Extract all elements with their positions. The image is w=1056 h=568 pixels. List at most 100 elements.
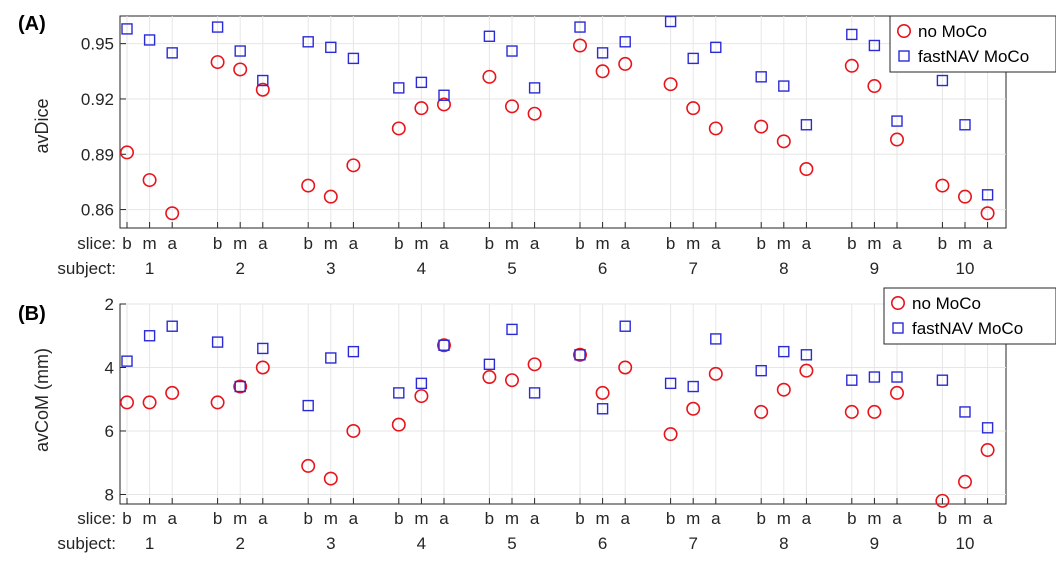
x-tick-label-slice: b (938, 509, 947, 528)
point-fastnav-moco (166, 47, 178, 59)
x-tick-label-slice: m (867, 509, 881, 528)
panel-b-legend: no MoCo fastNAV MoCo (883, 287, 1056, 345)
point-no-moco (346, 423, 361, 438)
point-no-moco (844, 404, 859, 419)
x-tick-label-subject: 1 (145, 534, 154, 553)
point-no-moco (980, 206, 995, 221)
x-tick-label-slice: a (439, 509, 449, 528)
point-no-moco (346, 158, 361, 173)
point-fastnav-moco (936, 74, 949, 87)
point-no-moco (935, 493, 950, 508)
x-tick-label-slice: m (777, 234, 791, 253)
point-fastnav-moco (257, 74, 269, 87)
point-fastnav-moco (574, 349, 586, 361)
x-tick-label-subject: 3 (326, 534, 335, 553)
x-tick-label-subject: 1 (145, 259, 154, 278)
point-no-moco (776, 382, 791, 397)
point-no-moco (686, 401, 701, 416)
point-fastnav-moco (528, 82, 541, 94)
x-tick-label-slice: a (711, 509, 721, 528)
panel-a-y-axis-label: avDice (32, 98, 52, 153)
point-fastnav-moco (710, 333, 722, 345)
legend-marker-no-moco (896, 23, 911, 38)
x-tick-label-slice: m (686, 509, 700, 528)
legend-marker-no-moco (890, 295, 905, 310)
point-no-moco (867, 79, 882, 94)
point-fastnav-moco (302, 36, 314, 48)
x-tick-label-slice: m (777, 509, 791, 528)
panel-b-grid (120, 303, 1006, 504)
panel-a-data-points (120, 15, 995, 221)
point-fastnav-moco (596, 403, 609, 415)
panel-a-label: (A) (18, 13, 46, 35)
point-fastnav-moco (981, 189, 994, 201)
point-no-moco (844, 58, 859, 73)
point-no-moco (889, 132, 904, 147)
point-no-moco (504, 373, 519, 388)
y-tick-label: 4 (105, 358, 114, 377)
point-no-moco (391, 121, 406, 136)
point-no-moco (754, 119, 769, 134)
y-tick-label: 0.95 (81, 35, 114, 54)
panel-b-data-points (120, 320, 995, 508)
x-tick-label-slice: a (530, 509, 540, 528)
point-no-moco (957, 189, 972, 204)
point-no-moco (980, 443, 995, 458)
point-fastnav-moco (121, 355, 133, 367)
point-no-moco (686, 101, 701, 116)
x-tick-label-slice: m (505, 509, 519, 528)
x-tick-label-slice: a (530, 234, 540, 253)
point-fastnav-moco (483, 30, 496, 42)
x-tick-label-slice: b (122, 509, 131, 528)
point-fastnav-moco (619, 320, 631, 332)
point-no-moco (482, 69, 497, 84)
x-tick-label-subject: 3 (326, 259, 335, 278)
point-fastnav-moco (574, 21, 586, 33)
x-tick-label-subject: 4 (417, 259, 426, 278)
point-fastnav-moco (755, 364, 767, 377)
point-no-moco (142, 395, 157, 410)
point-no-moco (120, 395, 135, 410)
point-fastnav-moco (234, 380, 246, 393)
x-row-label-subject: subject: (57, 259, 116, 278)
x-tick-label-slice: a (802, 234, 812, 253)
x-tick-label-slice: a (349, 234, 359, 253)
point-fastnav-moco (393, 82, 405, 94)
x-tick-label-slice: a (983, 509, 993, 528)
point-fastnav-moco (959, 406, 971, 418)
point-fastnav-moco (891, 371, 903, 383)
x-tick-label-slice: a (802, 509, 812, 528)
point-fastnav-moco (325, 41, 337, 54)
legend-box (889, 15, 1056, 73)
point-fastnav-moco (800, 349, 813, 361)
point-fastnav-moco (846, 28, 858, 41)
point-no-moco (663, 77, 678, 92)
point-fastnav-moco (347, 52, 360, 65)
x-tick-label-slice: a (439, 234, 449, 253)
x-tick-label-slice: m (867, 234, 881, 253)
panel-b-plot-frame (119, 303, 1007, 505)
point-fastnav-moco (415, 76, 428, 89)
x-tick-label-slice: a (892, 234, 902, 253)
x-tick-label-slice: m (414, 234, 428, 253)
x-row-label-slice: slice: (77, 509, 116, 528)
x-tick-label-slice: m (686, 234, 700, 253)
x-tick-label-slice: b (213, 509, 222, 528)
x-row-label-slice: slice: (77, 234, 116, 253)
x-tick-label-slice: m (505, 234, 519, 253)
point-no-moco (301, 458, 316, 473)
x-tick-label-slice: b (485, 509, 494, 528)
panel-a-grid (120, 16, 1006, 228)
x-tick-label-slice: m (233, 509, 247, 528)
x-tick-label-slice: m (958, 234, 972, 253)
point-no-moco (618, 56, 633, 71)
point-fastnav-moco (755, 71, 767, 83)
point-fastnav-moco (664, 377, 677, 390)
point-fastnav-moco (302, 399, 314, 412)
point-no-moco (233, 379, 248, 394)
point-fastnav-moco (211, 21, 224, 33)
point-fastnav-moco (506, 323, 518, 336)
point-fastnav-moco (619, 36, 631, 48)
